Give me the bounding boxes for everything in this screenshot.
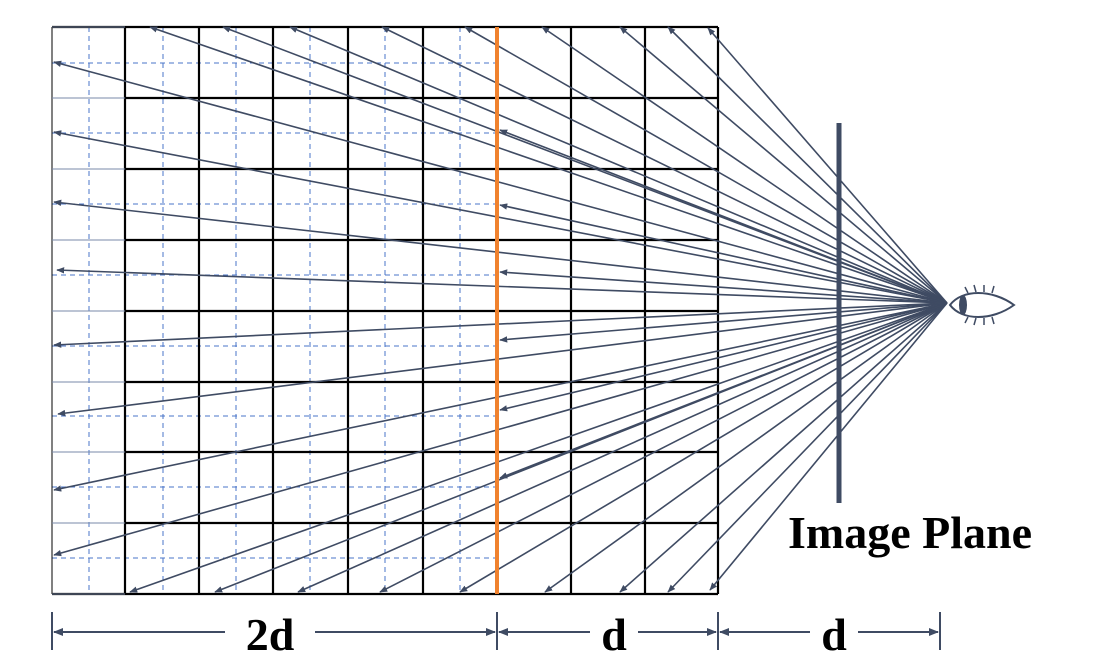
projection-ray (499, 302, 948, 343)
eye-icon (948, 284, 1016, 326)
dimension-label-d-right: d (821, 609, 847, 660)
projection-ray (289, 26, 948, 304)
projection-ray (53, 302, 948, 348)
projection-ray (499, 129, 948, 304)
projection-ray (53, 302, 948, 557)
projection-ray (56, 267, 948, 304)
projection-ray (53, 199, 948, 304)
projection-ray (541, 26, 948, 304)
projection-ray (499, 302, 948, 412)
projection-ray (709, 302, 948, 591)
projection-ray (53, 60, 948, 304)
projection-ray (149, 26, 948, 304)
projection-ray (499, 302, 948, 479)
projection-ray (459, 302, 948, 593)
projection-ray (619, 302, 948, 593)
projection-ray (667, 302, 948, 593)
projection-ray (499, 203, 948, 304)
projection-ray (667, 26, 948, 304)
projection-ray (499, 269, 948, 304)
projection-ray (57, 302, 948, 417)
projection-ray (53, 302, 948, 492)
projection-ray (129, 302, 948, 593)
dimension-label-2d: 2d (246, 609, 295, 660)
projection-ray (379, 302, 948, 593)
projection-ray (53, 130, 948, 304)
dimension-label-d-middle: d (601, 609, 627, 660)
projection-ray (707, 27, 948, 304)
projection-ray (464, 26, 948, 304)
image-plane-label: Image Plane (788, 507, 1032, 558)
dimension-markers (51, 612, 941, 650)
projection-ray (381, 26, 948, 304)
projection-ray (544, 302, 948, 593)
projection-ray (619, 26, 948, 304)
